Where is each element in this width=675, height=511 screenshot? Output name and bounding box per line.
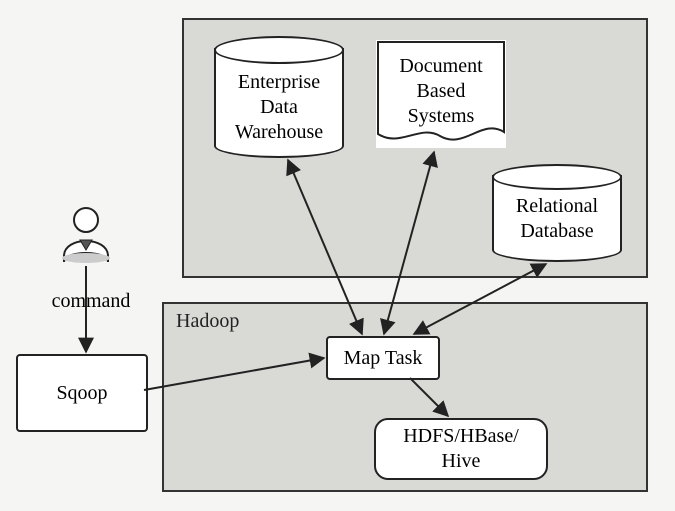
node-edw: Enterprise Data Warehouse <box>214 36 344 156</box>
node-hdfs: HDFS/HBase/ Hive <box>374 418 548 480</box>
node-edw-label: Enterprise Data Warehouse <box>214 70 344 145</box>
node-maptask: Map Task <box>326 336 440 380</box>
node-sqoop: Sqoop <box>16 354 148 432</box>
region-hadoop-label: Hadoop <box>176 310 239 333</box>
actor-icon <box>56 206 116 269</box>
node-hdfs-label: HDFS/HBase/ Hive <box>403 424 519 474</box>
node-sqoop-label: Sqoop <box>56 381 107 406</box>
node-maptask-label: Map Task <box>344 346 423 371</box>
command-label: command <box>36 290 146 313</box>
node-docsys: Document Based Systems <box>376 40 506 148</box>
node-docsys-label: Document Based Systems <box>376 40 506 129</box>
node-reldb: Relational Database <box>492 164 622 260</box>
diagram-canvas: Hadoop command Sqoop Map Task HDFS/HBase… <box>0 0 675 511</box>
node-reldb-label: Relational Database <box>492 194 622 244</box>
